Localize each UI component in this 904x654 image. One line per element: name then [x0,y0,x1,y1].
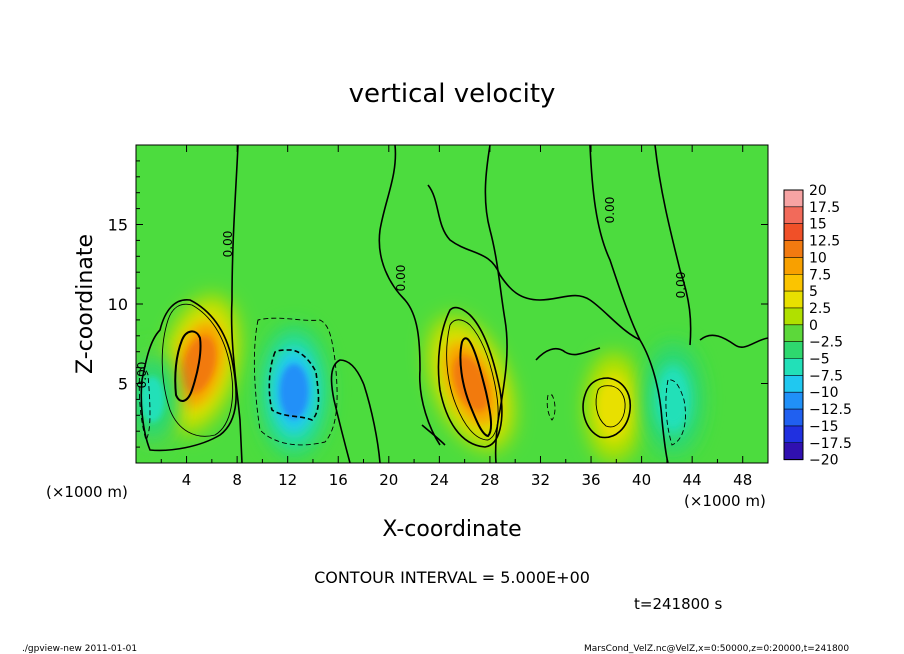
x-unit-note: (×1000 m) [684,492,766,510]
contour-label: 0.00 [135,362,149,389]
contour-interval-text: CONTOUR INTERVAL = 5.000E+00 [314,568,590,587]
zero-contour [140,299,237,452]
colorbar-label: −20 [809,453,839,469]
colorbar-swatch [784,442,803,461]
neg5-contour [546,394,556,421]
downdraft-region [140,376,165,423]
colorbar-label: −5 [809,352,830,368]
y-tick-label: 10 [108,295,128,314]
pos5-contour [446,319,499,441]
contour-label: 0.00 [603,197,617,224]
x-tick-label: 24 [430,471,449,489]
x-tick-label: 20 [379,471,398,489]
colorbar-swatch [784,425,803,444]
updraft-region [601,383,627,432]
contour-label: 0.00 [674,272,688,299]
y-axis-label: Z-coordinate [73,234,98,374]
x-tick-label: 40 [632,471,651,489]
chart-title: vertical velocity [349,79,556,109]
x-axis-ticks: 4 8 12 16 20 24 28 32 36 40 44 48 [160,145,769,489]
colorbar-label: −12.5 [809,402,852,418]
zero-contour [378,145,441,446]
y-tick-label: 5 [118,375,128,394]
x-tick-label: 36 [581,471,600,489]
colorbar-swatch [784,206,803,225]
colorbar: 2017.51512.5107.552.50−2.5−5−7.5−10−12.5… [783,183,852,469]
footer-left-text: ./gpview-new 2011-01-01 [22,644,137,654]
contour-lines [138,145,768,463]
colorbar-label: 0 [809,318,818,334]
colorbar-swatch [784,375,803,393]
zero-contour [582,377,632,439]
pos10-contour [174,330,202,402]
colorbar-label: −17.5 [809,436,852,452]
contour-label: 0.00 [394,265,408,292]
colorbar-swatch [784,307,803,326]
colorbar-swatch [784,392,803,410]
pos10-contour [459,337,493,438]
colorbar-label: −7.5 [809,368,843,384]
zero-contour [421,424,446,446]
colorbar-label: 17.5 [809,200,840,216]
colorbar-label: −2.5 [809,335,843,351]
colorbar-label: 10 [809,250,827,266]
colorbar-label: 12.5 [809,234,840,250]
neg5-contour [253,317,338,446]
colorbar-swatch [784,257,803,275]
zero-contour [427,184,641,341]
heatmap-field: 0.00 0.00 0.00 0.00 0.00 [135,145,768,463]
zero-contour [589,145,669,463]
colorbar-label: 2.5 [809,301,831,317]
colorbar-swatch [784,190,803,208]
colorbar-swatch [784,223,803,242]
contour-label-group: 0.00 0.00 0.00 0.00 0.00 [135,197,688,389]
y-tick-label: 15 [108,216,128,235]
x-axis-label: X-coordinate [382,517,521,542]
colorbar-label: 5 [809,284,818,300]
x-tick-label: 32 [531,471,550,489]
colorbar-label: 15 [809,217,827,233]
downdraft-region [660,374,687,424]
colorbar-swatch [784,358,803,376]
colorbar-swatch [784,291,803,309]
neg5-contour [665,379,686,446]
colorbar-swatch [784,274,803,292]
colorbar-swatch [784,409,803,427]
x-tick-label: 48 [733,471,752,489]
zero-contour [535,347,601,361]
time-stamp-text: t=241800 s [634,595,722,613]
zero-contour [654,145,692,346]
x-tick-label: 4 [182,471,192,489]
x-tick-label: 16 [329,471,348,489]
colorbar-swatch [784,341,803,359]
colorbar-swatch [784,240,803,258]
zero-contour [330,359,381,463]
footer-right-text: MarsCond_VelZ.nc@VelZ,x=0:50000,z=0:2000… [584,644,849,654]
y-unit-note: (×1000 m) [46,483,128,501]
colorbar-label: −15 [809,419,839,435]
colorbar-label: 20 [809,183,827,199]
contour-label: 0.00 [221,231,235,258]
downdraft-region [279,363,309,419]
pos5-contour [595,385,626,428]
x-tick-label: 8 [232,471,242,489]
colorbar-label: −10 [809,385,839,401]
x-tick-label: 44 [683,471,702,489]
y-axis-ticks: 5 10 15 [108,160,768,448]
x-tick-label: 28 [480,471,499,489]
colorbar-swatch [784,324,803,343]
zero-contour [437,306,503,448]
zero-contour [699,334,768,348]
neg10-contour [268,349,320,421]
neg5-contour [138,367,151,442]
colorbar-label: 7.5 [809,267,831,283]
x-tick-label: 12 [278,471,297,489]
pos5-contour [161,303,234,437]
